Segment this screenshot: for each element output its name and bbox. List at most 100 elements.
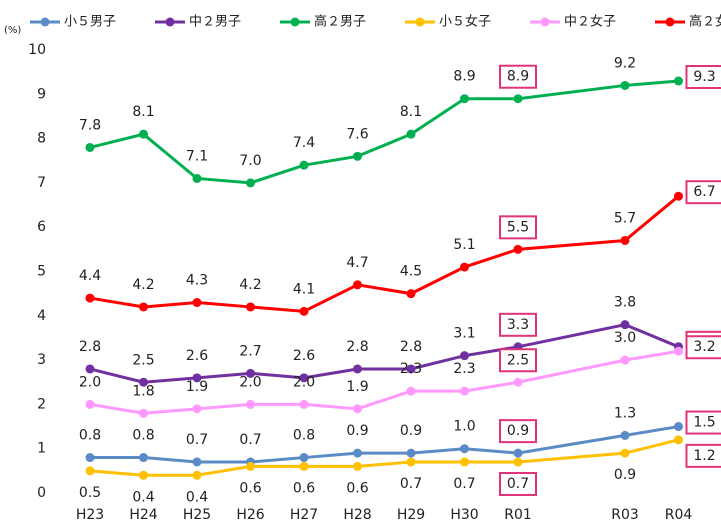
- data-label: 2.3: [453, 361, 475, 377]
- data-point: [674, 191, 683, 201]
- data-point: [353, 448, 362, 458]
- data-point: [406, 289, 416, 299]
- data-point: [139, 470, 148, 480]
- data-point: [85, 453, 95, 463]
- data-point: [246, 399, 255, 409]
- data-point: [460, 457, 469, 467]
- x-tick-label: H30: [450, 507, 478, 523]
- data-label: 3.2: [693, 339, 715, 355]
- data-label: 2.8: [79, 339, 101, 355]
- data-point: [85, 364, 95, 374]
- data-label: 0.7: [453, 476, 475, 492]
- data-point: [192, 470, 202, 480]
- x-tick-label: H28: [343, 507, 371, 523]
- data-point: [460, 444, 469, 454]
- data-label: 8.1: [132, 104, 154, 120]
- data-label: 3.8: [614, 295, 636, 311]
- data-label: 9.2: [614, 55, 636, 71]
- legend-marker: [415, 17, 425, 27]
- y-tick-label: 10: [28, 42, 46, 58]
- y-tick-label: 2: [37, 396, 46, 412]
- legend-label: 小５女子: [439, 14, 491, 30]
- data-label: 0.6: [239, 480, 261, 496]
- data-point: [460, 262, 469, 272]
- data-label: 1.5: [693, 415, 715, 431]
- data-point: [513, 448, 523, 458]
- data-point: [406, 457, 416, 467]
- data-point: [192, 373, 202, 383]
- y-tick-label: 8: [37, 131, 46, 147]
- data-label: 3.1: [453, 326, 475, 342]
- data-label: 1.9: [186, 379, 208, 395]
- data-point: [513, 94, 523, 104]
- data-point: [192, 404, 202, 414]
- y-tick-label: 9: [37, 86, 46, 102]
- x-tick-label: H26: [236, 507, 264, 523]
- legend-marker: [290, 17, 300, 27]
- data-label: 4.2: [239, 277, 261, 293]
- data-label: 5.1: [453, 237, 475, 253]
- data-point: [513, 377, 523, 387]
- data-label: 0.9: [614, 467, 636, 483]
- data-point: [139, 408, 148, 418]
- data-point: [139, 453, 148, 463]
- legend-marker: [540, 17, 550, 27]
- data-label: 7.1: [186, 148, 208, 164]
- data-point: [353, 151, 362, 161]
- data-label: 5.5: [507, 219, 529, 235]
- data-label: 9.3: [693, 69, 715, 85]
- data-label: 0.6: [293, 480, 315, 496]
- data-point: [460, 94, 469, 104]
- data-point: [192, 457, 202, 467]
- x-tick-label: R03: [611, 507, 639, 523]
- data-point: [620, 448, 630, 458]
- data-point: [139, 129, 148, 139]
- legend-label: 中２男子: [189, 15, 241, 30]
- legend-label: 高２女子: [689, 14, 721, 30]
- data-point: [674, 346, 683, 356]
- data-label: 1.9: [346, 379, 368, 395]
- data-point: [139, 302, 148, 312]
- data-label: 2.0: [293, 374, 315, 390]
- data-label: 0.5: [79, 485, 101, 501]
- data-label: 1.2: [693, 448, 715, 464]
- data-label: 7.8: [79, 117, 101, 133]
- label-box: [685, 335, 721, 360]
- data-label: 2.7: [239, 343, 261, 359]
- data-point: [192, 298, 202, 308]
- data-label: 0.4: [186, 489, 208, 505]
- data-label: 0.8: [132, 428, 154, 444]
- data-label: 8.9: [453, 69, 475, 85]
- series-line: [89, 79, 679, 185]
- data-point: [460, 351, 469, 361]
- data-label: 0.9: [400, 423, 422, 439]
- data-point: [246, 302, 255, 312]
- data-point: [85, 399, 95, 409]
- series-line: [89, 195, 680, 313]
- data-label: 2.3: [400, 361, 422, 377]
- data-label: 4.1: [293, 281, 315, 297]
- data-point: [620, 80, 630, 90]
- data-label: 1.3: [614, 405, 636, 421]
- data-point: [620, 430, 630, 440]
- data-label: 7.0: [239, 153, 261, 169]
- series-line: [89, 323, 680, 384]
- data-label: 4.2: [132, 277, 154, 293]
- data-point: [139, 377, 148, 387]
- data-point: [513, 244, 523, 254]
- data-point: [353, 404, 362, 414]
- data-label: 0.7: [400, 476, 422, 492]
- x-tick-label: H23: [76, 507, 104, 523]
- data-label: 0.8: [79, 428, 101, 444]
- data-point: [85, 142, 95, 152]
- data-point: [406, 129, 416, 139]
- data-point: [620, 235, 630, 245]
- data-label: 2.0: [79, 374, 101, 390]
- data-point: [299, 453, 309, 463]
- data-point: [299, 160, 309, 170]
- data-label: 8.1: [400, 104, 422, 120]
- data-label: 0.8: [293, 428, 315, 444]
- y-axis-label: (%): [4, 25, 21, 36]
- series-line: [89, 438, 679, 477]
